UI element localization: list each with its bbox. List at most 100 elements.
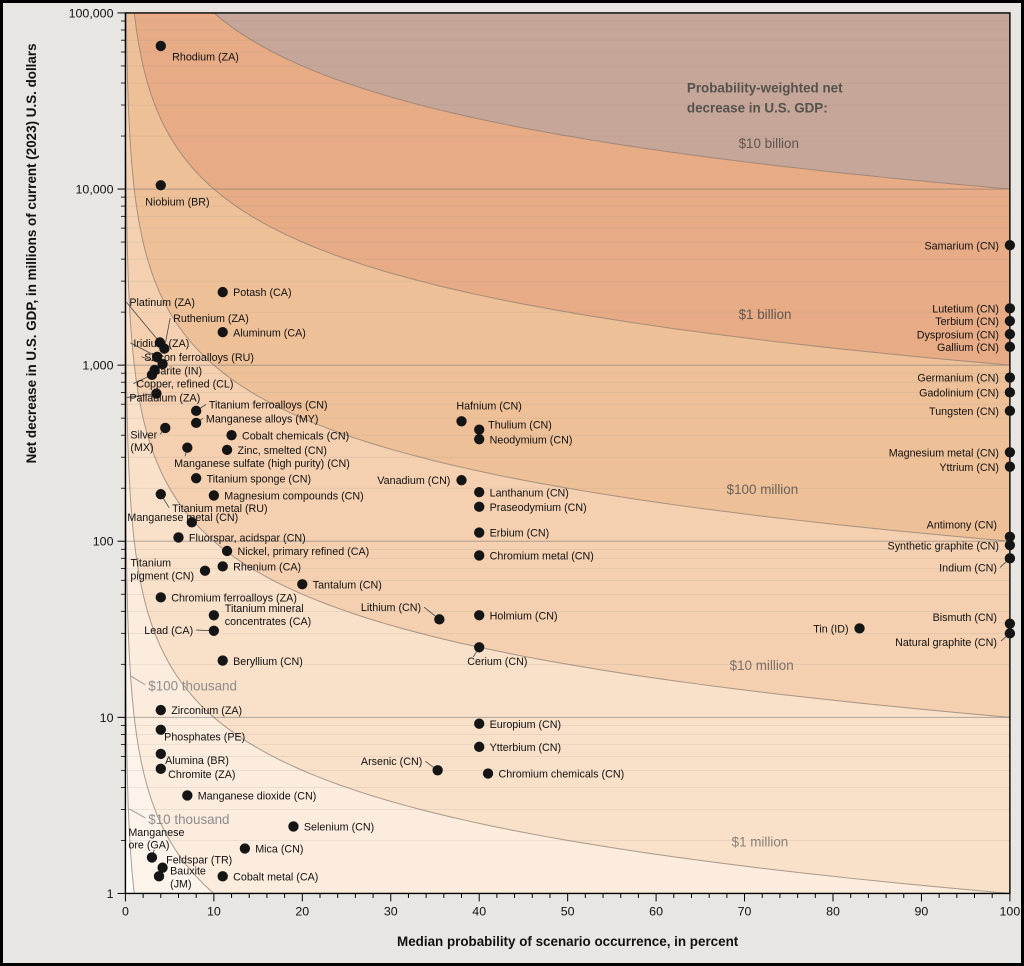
data-point	[199, 565, 211, 576]
y-axis-title: Net decrease in U.S. GDP, in millions of…	[24, 43, 39, 463]
point-label: Tin (ID)	[813, 624, 848, 636]
axes: 0 10 20 30 40 50 60 70 80 90 1001101001,00010,0001…	[24, 6, 1020, 949]
data-point	[1004, 539, 1016, 551]
data-point	[474, 610, 485, 621]
data-point	[456, 475, 467, 486]
point-label: Vanadium (CN)	[377, 475, 450, 487]
data-point	[1004, 240, 1016, 251]
data-point	[474, 434, 485, 445]
point-label: Chromite (ZA)	[168, 769, 235, 781]
data-point	[474, 642, 485, 653]
contour-band	[213, 12, 1010, 190]
contour-label: $100 thousand	[148, 679, 237, 694]
data-point	[191, 473, 202, 484]
data-point	[153, 871, 165, 882]
data-point	[1004, 303, 1016, 314]
data-point	[474, 424, 485, 435]
data-point	[155, 592, 166, 603]
data-point	[434, 614, 445, 625]
data-point	[456, 416, 467, 427]
point-label: Praseodymium (CN)	[490, 502, 587, 514]
data-point	[474, 741, 485, 753]
point-label: Titanium sponge (CN)	[207, 473, 311, 485]
data-point	[157, 862, 168, 873]
data-point	[1004, 328, 1016, 340]
data-point	[217, 326, 228, 338]
data-point	[288, 821, 299, 832]
point-label: Bismuth (CN)	[933, 612, 997, 624]
data-point	[159, 343, 170, 354]
data-point	[432, 765, 443, 776]
point-label: Antimony (CN)	[927, 520, 997, 532]
chart-svg: Probability-weighted net decrease in U.S.…	[24, 6, 1020, 949]
point-label: Manganese metal (CN)	[127, 512, 238, 524]
data-point	[155, 40, 166, 52]
data-point	[1004, 553, 1016, 564]
point-label: Cerium (CN)	[467, 656, 527, 668]
point-label: Thulium (CN)	[488, 419, 552, 431]
data-point	[155, 763, 166, 774]
point-label: Fluorspar, acidspar (CN)	[189, 533, 306, 545]
point-label: Rhenium (CA)	[233, 562, 301, 574]
contour-label: $100 million	[727, 482, 799, 497]
x-tick-label: 20	[295, 904, 309, 918]
contour-label: $1 million	[732, 835, 789, 850]
data-point	[474, 550, 485, 561]
data-point	[191, 417, 202, 429]
point-label: Rhodium (ZA)	[172, 52, 239, 64]
x-tick-label: 60	[649, 904, 663, 918]
contour-label: $10 million	[730, 658, 794, 673]
contour-curve	[213, 12, 1010, 190]
x-tick-label: 100	[1000, 904, 1021, 918]
point-label: Indium (CN)	[939, 562, 997, 574]
data-point	[152, 351, 163, 362]
point-label-leader	[163, 317, 171, 349]
data-point	[1004, 461, 1016, 472]
point-label: Chromium metal (CN)	[490, 551, 594, 563]
point-label: Chromium ferroalloys (ZA)	[171, 593, 297, 605]
x-tick-label: 40	[472, 904, 486, 918]
point-label: Titanium mineral concentrates (CA)	[225, 603, 311, 628]
contour-header: Probability-weighted net	[687, 80, 843, 95]
contour-label: $10 billion	[739, 136, 799, 151]
point-label: Silver (MX)	[130, 429, 157, 454]
data-point	[146, 852, 158, 863]
contour-header: decrease in U.S. GDP:	[687, 100, 828, 115]
y-tick-label: 100,000	[69, 6, 114, 20]
y-tick-label: 1	[107, 887, 114, 901]
point-label: Arsenic (CN)	[361, 756, 422, 768]
point-label: Selenium (CN)	[304, 822, 374, 834]
data-point	[151, 388, 162, 399]
data-point	[474, 718, 485, 729]
data-point	[1004, 341, 1016, 353]
contour-curve	[133, 12, 1010, 366]
data-point	[297, 579, 308, 590]
point-label: Dysprosium (CN)	[917, 329, 999, 341]
point-label: Neodymium (CN)	[490, 434, 573, 446]
data-point	[208, 610, 220, 621]
point-label: Magnesium compounds (CN)	[224, 491, 363, 503]
x-axis-title: Median probability of scenario occurrenc…	[397, 934, 739, 949]
data-point	[854, 623, 865, 634]
point-label: Gadolinium (CN)	[919, 388, 999, 400]
x-tick-label: 30	[384, 904, 398, 918]
point-label: Manganese dioxide (CN)	[198, 791, 317, 803]
y-tick-label: 1,000	[82, 359, 113, 373]
point-label: Lead (CA)	[144, 625, 193, 637]
point-label: Tantalum (CN)	[313, 579, 382, 591]
point-label: Zirconium (ZA)	[171, 705, 242, 717]
point-label: Manganese sulfate (high purity) (CN)	[174, 458, 350, 470]
data-point	[217, 655, 228, 666]
point-label: Alumina (BR)	[165, 755, 229, 767]
data-point	[1004, 628, 1016, 639]
data-point	[191, 405, 202, 417]
data-point	[1004, 447, 1016, 458]
point-label: Manganese alloys (MY)	[206, 413, 319, 425]
data-point	[160, 422, 171, 434]
point-label: Aluminum (CA)	[233, 327, 306, 339]
data-point	[1004, 315, 1016, 327]
data-point	[155, 724, 166, 735]
y-tick-label: 10	[100, 711, 114, 725]
point-label: Tungsten (CN)	[929, 406, 999, 418]
